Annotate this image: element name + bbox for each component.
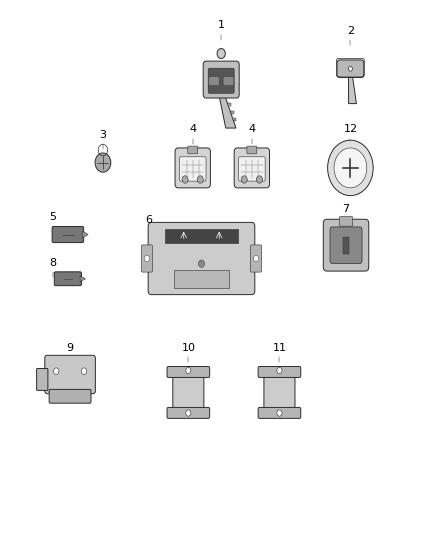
Circle shape [277,367,282,374]
FancyBboxPatch shape [167,407,210,418]
Circle shape [182,176,188,183]
Circle shape [53,368,59,375]
Circle shape [277,410,282,416]
FancyBboxPatch shape [234,148,269,188]
FancyBboxPatch shape [167,367,210,377]
Circle shape [348,66,353,71]
FancyBboxPatch shape [239,157,265,181]
FancyBboxPatch shape [339,216,353,226]
FancyBboxPatch shape [264,372,295,413]
FancyBboxPatch shape [180,157,206,181]
FancyBboxPatch shape [258,407,301,418]
Circle shape [256,176,262,183]
Circle shape [198,260,205,268]
Text: 9: 9 [67,343,74,353]
FancyBboxPatch shape [223,76,234,86]
FancyBboxPatch shape [337,60,364,77]
FancyBboxPatch shape [203,61,239,98]
Text: 1: 1 [218,20,225,30]
Circle shape [334,148,367,188]
Text: 4: 4 [189,124,196,134]
Text: 12: 12 [343,124,357,134]
Polygon shape [82,231,88,238]
Circle shape [241,176,247,183]
Text: 10: 10 [181,343,195,353]
FancyBboxPatch shape [258,367,301,377]
Circle shape [144,255,149,262]
Text: 8: 8 [49,257,56,268]
FancyBboxPatch shape [148,222,255,295]
FancyBboxPatch shape [188,146,198,154]
Bar [228,102,231,106]
FancyBboxPatch shape [173,372,204,413]
FancyBboxPatch shape [54,272,81,286]
Text: 3: 3 [99,130,106,140]
Circle shape [254,255,259,262]
FancyBboxPatch shape [49,390,91,403]
Text: 2: 2 [347,26,354,36]
FancyBboxPatch shape [37,368,48,390]
FancyBboxPatch shape [175,148,210,188]
Circle shape [186,367,191,374]
Polygon shape [80,276,85,282]
Circle shape [197,176,203,183]
Bar [343,237,349,254]
FancyBboxPatch shape [323,219,369,271]
Circle shape [328,140,373,196]
FancyBboxPatch shape [251,245,262,272]
Text: 5: 5 [49,212,56,222]
FancyBboxPatch shape [208,68,234,93]
Text: 11: 11 [272,343,286,353]
Text: 6: 6 [145,215,152,225]
FancyBboxPatch shape [208,76,219,86]
Polygon shape [219,95,236,128]
FancyBboxPatch shape [52,227,84,243]
Bar [165,229,238,243]
Text: 7: 7 [343,204,350,214]
FancyBboxPatch shape [141,245,152,272]
FancyBboxPatch shape [330,227,362,263]
Circle shape [95,153,111,172]
Circle shape [217,49,225,59]
FancyBboxPatch shape [247,146,257,154]
Circle shape [186,410,191,416]
Bar [174,270,229,288]
Bar [231,111,234,114]
Bar [233,118,237,121]
FancyBboxPatch shape [45,356,95,394]
Circle shape [81,368,87,375]
Text: 4: 4 [248,124,255,134]
Polygon shape [349,74,357,103]
